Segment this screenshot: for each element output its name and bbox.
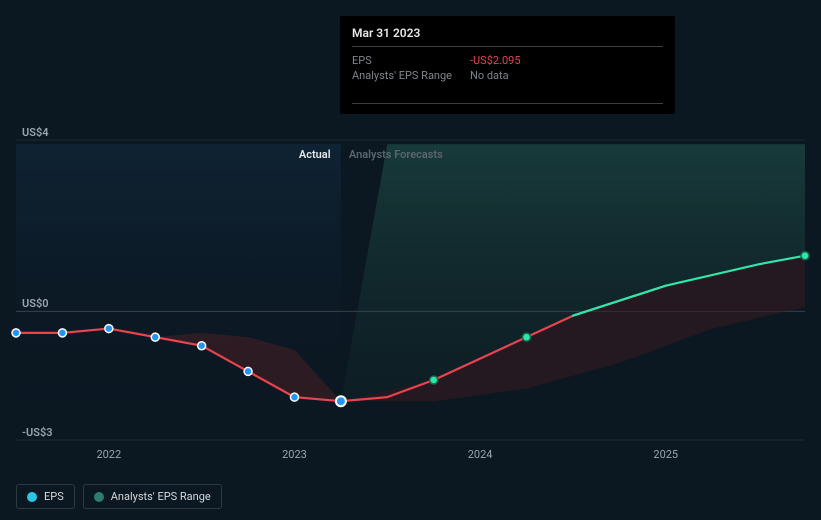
- tooltip-value: -US$2.095: [470, 54, 521, 67]
- legend-item-eps[interactable]: EPS: [16, 484, 75, 509]
- tooltip-separator: [352, 103, 663, 104]
- chart-legend: EPS Analysts' EPS Range: [16, 484, 222, 509]
- y-tick-label: US$4: [22, 126, 49, 139]
- legend-swatch: [94, 492, 104, 502]
- section-label-actual: Actual: [299, 148, 331, 161]
- legend-swatch: [27, 492, 37, 502]
- tooltip-row: EPS -US$2.095: [352, 53, 663, 68]
- tooltip-value: No data: [470, 69, 509, 82]
- x-tick-label: 2024: [468, 448, 493, 461]
- legend-label: Analysts' EPS Range: [111, 490, 211, 503]
- y-tick-label: -US$3: [22, 426, 53, 439]
- tooltip-title: Mar 31 2023: [352, 26, 663, 47]
- chart-tooltip: Mar 31 2023 EPS -US$2.095 Analysts' EPS …: [340, 16, 675, 114]
- tooltip-key: EPS: [352, 54, 470, 67]
- section-label-forecast: Analysts Forecasts: [349, 148, 443, 161]
- x-tick-label: 2023: [282, 448, 307, 461]
- y-tick-label: US$0: [22, 297, 49, 310]
- legend-item-eps-range[interactable]: Analysts' EPS Range: [83, 484, 222, 509]
- tooltip-row: Analysts' EPS Range No data: [352, 68, 663, 83]
- x-tick-label: 2022: [96, 448, 121, 461]
- legend-label: EPS: [44, 490, 64, 503]
- tooltip-key: Analysts' EPS Range: [352, 69, 470, 82]
- x-tick-label: 2025: [653, 448, 678, 461]
